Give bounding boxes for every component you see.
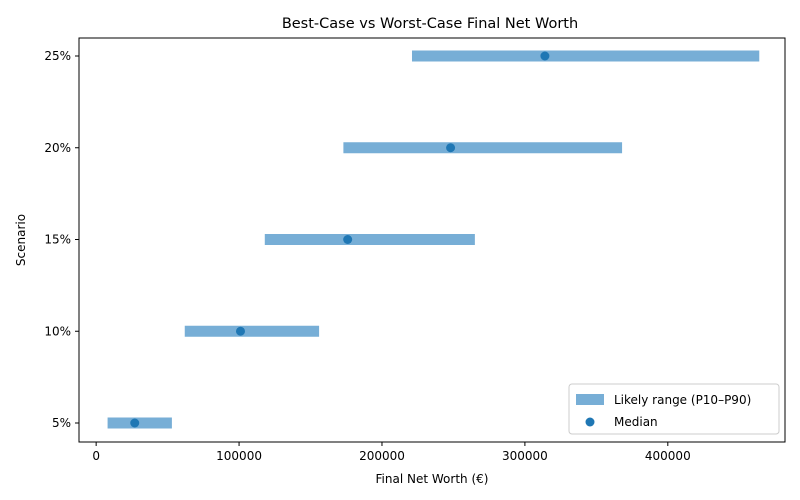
y-tick-label-3: 20% <box>44 141 71 155</box>
y-tick-label-4: 25% <box>44 49 71 63</box>
x-tick-label-2: 200000 <box>359 449 405 463</box>
x-axis-title: Final Net Worth (€) <box>376 472 489 486</box>
y-axis: 5% 10% 15% 20% 25% <box>44 49 79 430</box>
legend-range-swatch <box>576 394 604 405</box>
plot-area <box>107 50 760 429</box>
y-tick-label-0: 5% <box>52 416 71 430</box>
y-tick-label-2: 15% <box>44 233 71 247</box>
x-tick-label-4: 400000 <box>645 449 691 463</box>
median-point-0 <box>130 418 140 428</box>
legend-median-label: Median <box>614 415 658 429</box>
x-tick-label-3: 300000 <box>502 449 548 463</box>
median-point-2 <box>343 235 353 244</box>
x-axis: 0 100000 200000 300000 400000 <box>92 442 691 463</box>
legend-median-marker <box>585 417 595 427</box>
legend-frame <box>568 383 780 435</box>
median-point-3 <box>446 143 456 153</box>
legend-range-label: Likely range (P10–P90) <box>614 393 751 407</box>
x-tick-label-0: 0 <box>92 449 100 463</box>
median-point-4 <box>540 51 550 61</box>
x-tick-label-1: 100000 <box>216 449 262 463</box>
chart-title: Best-Case vs Worst-Case Final Net Worth <box>282 16 578 32</box>
median-point-1 <box>235 326 245 336</box>
y-axis-title: Scenario <box>14 214 28 266</box>
y-tick-label-1: 10% <box>44 324 71 338</box>
legend: Likely range (P10–P90) Median <box>568 383 780 435</box>
